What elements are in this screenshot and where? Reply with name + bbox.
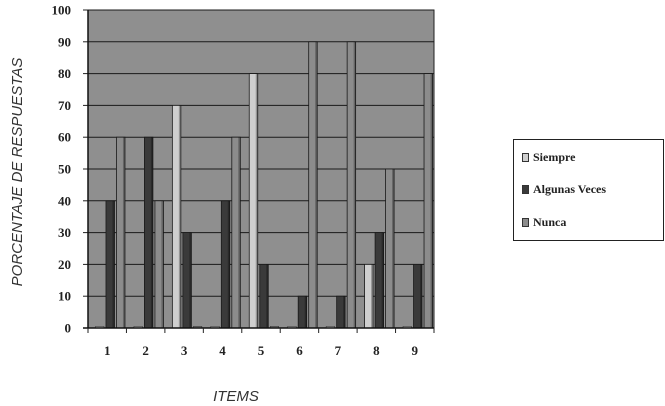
bar-shade-algunas-veces-item-6 bbox=[304, 296, 307, 328]
axes bbox=[83, 9, 435, 333]
y-tick-label: 70 bbox=[58, 98, 71, 113]
bar-shade-siempre-item-3 bbox=[178, 105, 181, 329]
y-tick-labels: 0 10 20 30 40 50 60 70 80 90 100 bbox=[52, 3, 72, 336]
y-tick-label: 20 bbox=[58, 257, 71, 272]
x-tick-label: 4 bbox=[219, 343, 226, 358]
x-tick-label: 9 bbox=[412, 343, 419, 358]
bar-shade-algunas-veces-item-8 bbox=[381, 232, 384, 328]
y-tick-label: 0 bbox=[65, 321, 72, 336]
bar-shade-algunas-veces-item-3 bbox=[189, 232, 192, 328]
legend-label-algunas-veces: Algunas Veces bbox=[533, 181, 607, 196]
legend-swatch-siempre bbox=[522, 152, 529, 162]
legend-item-algunas-veces: Algunas Veces bbox=[522, 181, 606, 197]
bar-shade-nunca-item-1 bbox=[122, 137, 125, 328]
legend: Siempre Algunas Veces Nunca bbox=[513, 139, 664, 241]
y-tick-label: 100 bbox=[52, 3, 72, 18]
bar-shade-siempre-item-5 bbox=[255, 73, 258, 328]
x-tick-label: 1 bbox=[104, 343, 111, 358]
legend-label-nunca: Nunca bbox=[533, 214, 567, 229]
y-tick-label: 40 bbox=[58, 193, 71, 208]
legend-item-nunca: Nunca bbox=[522, 214, 566, 230]
y-tick-label: 50 bbox=[58, 162, 71, 177]
x-tick-label: 6 bbox=[296, 343, 303, 358]
x-tick-label: 7 bbox=[335, 343, 342, 358]
y-tick-label: 80 bbox=[58, 66, 71, 81]
bar-shade-algunas-veces-item-7 bbox=[343, 296, 346, 328]
legend-label-siempre: Siempre bbox=[533, 149, 576, 164]
bar-shade-nunca-item-6 bbox=[315, 41, 318, 329]
bar-shade-nunca-item-4 bbox=[238, 137, 241, 328]
bar-shade-algunas-veces-item-1 bbox=[112, 200, 115, 328]
bar-shade-siempre-item-8 bbox=[371, 264, 374, 328]
x-axis-title: ITEMS bbox=[213, 388, 259, 405]
y-tick-label: 60 bbox=[58, 130, 71, 145]
bar-shade-nunca-item-2 bbox=[161, 200, 164, 328]
x-tick-label: 5 bbox=[258, 343, 265, 358]
bar-shade-nunca-item-8 bbox=[392, 169, 395, 328]
bars bbox=[95, 41, 433, 329]
y-tick-label: 30 bbox=[58, 225, 71, 240]
bar-shade-algunas-veces-item-9 bbox=[420, 264, 423, 328]
bar-shade-algunas-veces-item-4 bbox=[227, 200, 230, 328]
y-axis-title: PORCENTAJE DE RESPUESTAS bbox=[9, 58, 26, 287]
legend-swatch-algunas-veces bbox=[522, 184, 529, 194]
bar-shade-algunas-veces-item-5 bbox=[266, 264, 269, 328]
x-tick-label: 2 bbox=[142, 343, 149, 358]
x-tick-labels: 1 2 3 4 5 6 7 8 9 bbox=[104, 343, 419, 358]
bar-shade-algunas-veces-item-2 bbox=[150, 137, 153, 328]
y-tick-label: 10 bbox=[58, 289, 71, 304]
y-tick-label: 90 bbox=[58, 34, 71, 49]
legend-swatch-nunca bbox=[522, 217, 529, 227]
x-tick-label: 3 bbox=[181, 343, 188, 358]
bar-shade-nunca-item-7 bbox=[353, 41, 356, 329]
x-tick-label: 8 bbox=[373, 343, 380, 358]
bar-shade-nunca-item-9 bbox=[430, 73, 433, 328]
legend-item-siempre: Siempre bbox=[522, 149, 575, 165]
